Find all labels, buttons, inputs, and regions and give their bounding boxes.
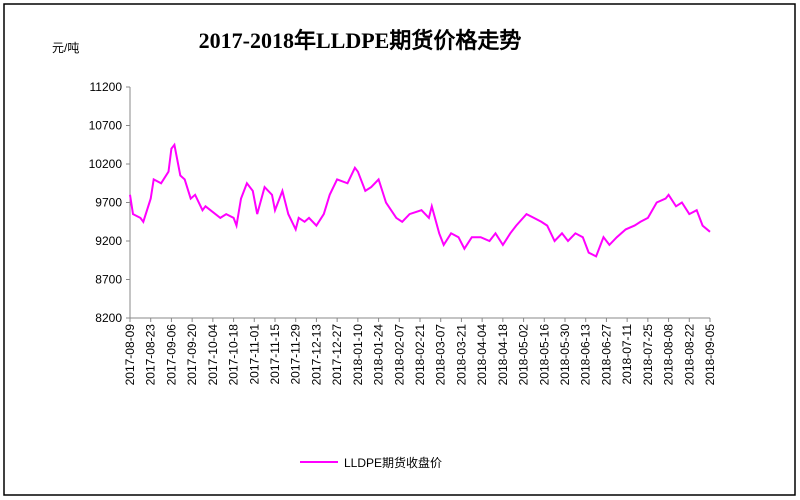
x-tick-label: 2018-05-02 (517, 324, 531, 386)
x-tick-label: 2017-11-01 (247, 324, 261, 385)
y-tick-label: 8200 (95, 311, 122, 325)
x-tick-label: 2017-12-13 (309, 324, 323, 386)
x-tick-label: 2018-01-10 (351, 324, 365, 386)
x-tick-label: 2018-05-16 (537, 324, 551, 386)
x-tick-label: 2017-08-09 (123, 324, 137, 386)
x-tick-label: 2017-12-27 (330, 324, 344, 386)
x-tick-label: 2017-10-04 (206, 324, 220, 386)
x-tick-label: 2018-02-21 (413, 324, 427, 386)
x-tick-label: 2018-08-22 (682, 324, 696, 386)
x-tick-label: 2018-07-25 (641, 324, 655, 386)
x-tick-label: 2018-06-13 (579, 324, 593, 386)
x-tick-label: 2018-03-21 (454, 324, 468, 386)
x-tick-label: 2018-06-27 (599, 324, 613, 386)
x-tick-label: 2017-09-20 (185, 324, 199, 386)
x-tick-label: 2017-11-29 (289, 324, 303, 385)
x-tick-label: 2017-08-23 (144, 324, 158, 386)
x-tick-label: 2017-11-15 (268, 324, 282, 385)
x-tick-label: 2018-04-18 (496, 324, 510, 386)
y-tick-label: 10700 (89, 119, 123, 133)
y-tick-label: 9700 (95, 196, 122, 210)
x-tick-label: 2018-05-30 (558, 324, 572, 386)
legend-label: LLDPE期货收盘价 (344, 455, 442, 470)
chart-title: 2017-2018年LLDPE期货价格走势 (199, 28, 522, 53)
x-tick-label: 2018-01-24 (372, 324, 386, 386)
x-tick-label: 2018-08-08 (662, 324, 676, 386)
y-tick-label: 11200 (90, 80, 123, 94)
x-tick-label: 2018-03-07 (434, 324, 448, 386)
y-tick-label: 10200 (89, 157, 123, 171)
line (129, 142, 711, 258)
x-tick-label: 2017-09-06 (164, 324, 178, 386)
x-tick-label: 2017-10-18 (227, 324, 241, 386)
y-unit: 元/吨 (52, 41, 79, 55)
x-tick-label: 2018-04-04 (475, 324, 489, 386)
y-tick-label: 9200 (95, 234, 122, 248)
x-tick-label: 2018-07-11 (620, 324, 634, 385)
y-tick-label: 8700 (95, 273, 122, 287)
frame (3, 3, 796, 496)
x-tick-label: 2018-09-05 (703, 324, 717, 386)
x-tick-label: 2018-02-07 (392, 324, 406, 386)
